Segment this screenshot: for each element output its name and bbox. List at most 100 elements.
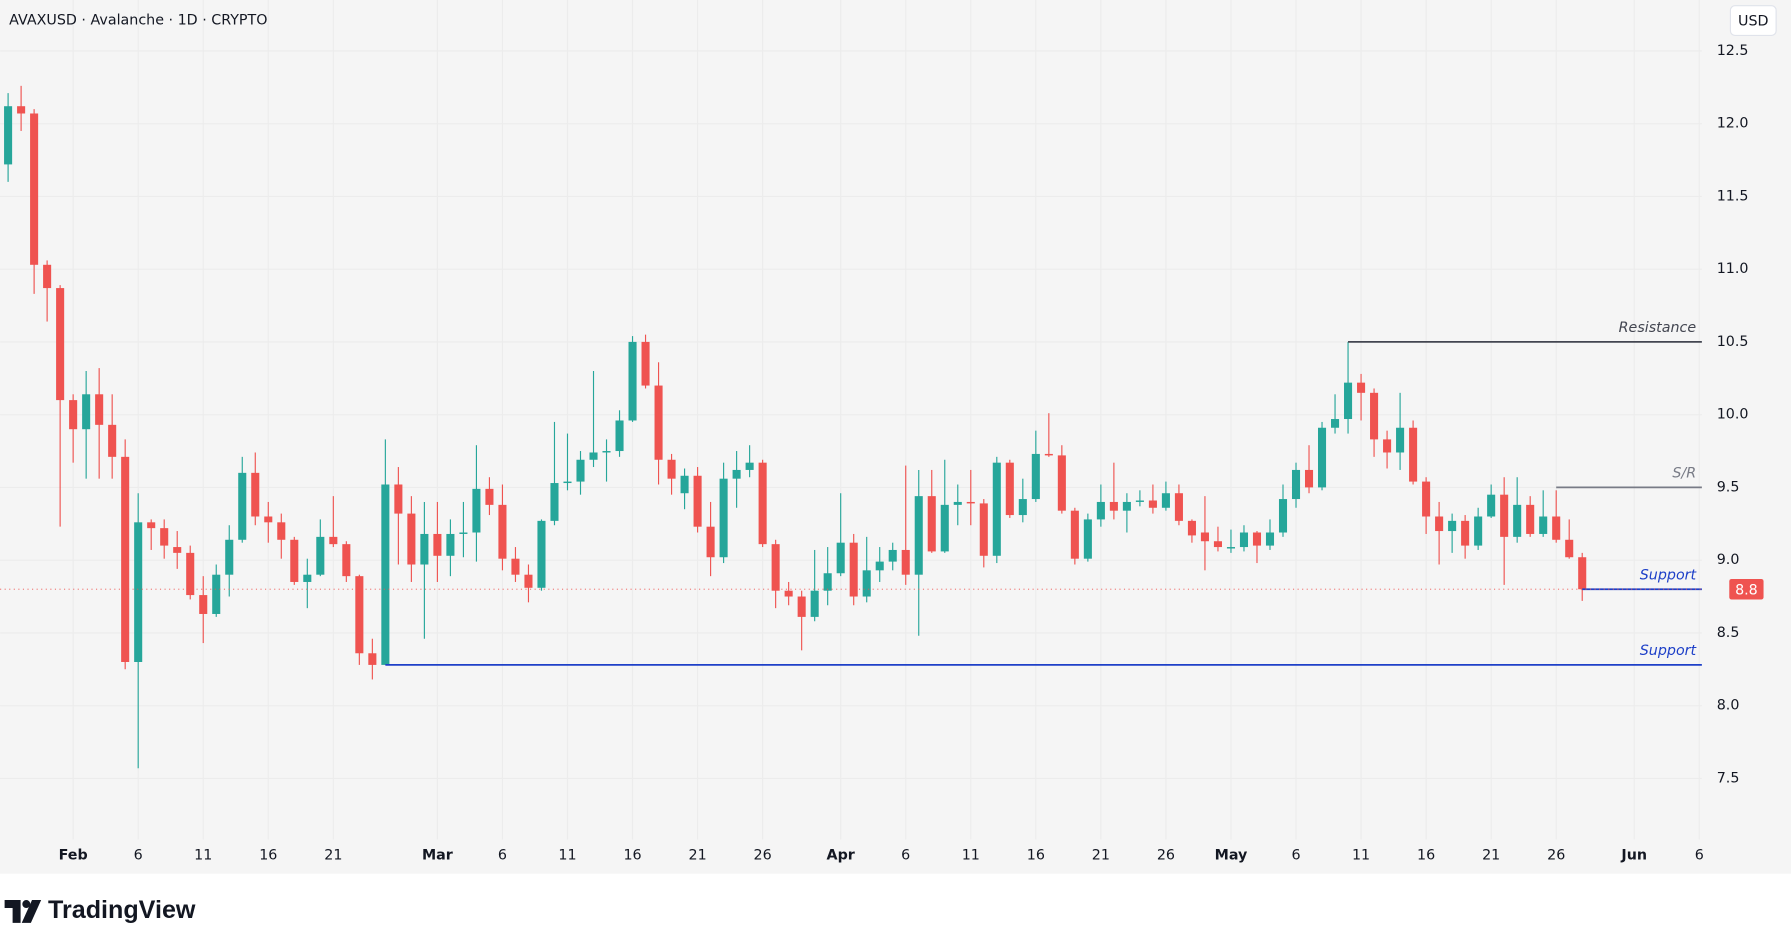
candle-body [303, 574, 312, 582]
logo-icon [21, 900, 42, 923]
candle-body [381, 484, 390, 665]
candle-body [407, 513, 416, 565]
candle-body [654, 385, 663, 460]
y-tick-label: 9.5 [1717, 479, 1740, 495]
candle-body [1005, 462, 1014, 516]
candle-body [160, 528, 169, 546]
candle-body [69, 400, 78, 430]
candle-body [1331, 419, 1340, 428]
x-tick-label: 21 [324, 847, 342, 863]
candle-body [446, 533, 455, 556]
candle-body [862, 570, 871, 597]
currency-button[interactable] [1729, 5, 1777, 36]
x-tick-label: 11 [962, 847, 980, 863]
x-tick-label: 26 [754, 847, 772, 863]
candle-body [1448, 520, 1457, 532]
candle-body [745, 462, 754, 470]
candle-body [628, 341, 637, 421]
x-tick-label: 6 [901, 847, 910, 863]
candle-body [940, 504, 949, 552]
candle-body [82, 394, 91, 430]
x-tick-label: 11 [1352, 847, 1370, 863]
x-tick-label: May [1215, 847, 1248, 863]
candle-body [394, 484, 403, 514]
candle-body [758, 462, 767, 545]
candle-body [1526, 504, 1535, 534]
x-tick-label: 16 [623, 847, 641, 863]
x-tick-label: 11 [194, 847, 212, 863]
x-tick-label: Jun [1620, 847, 1647, 863]
candle-body [1265, 532, 1275, 546]
plot [0, 85, 1702, 769]
candle-body [212, 574, 221, 614]
candle-body [511, 558, 520, 575]
candle-body [1148, 500, 1157, 508]
x-tick-label: 6 [1695, 847, 1704, 863]
candle-body [849, 542, 858, 597]
candle-body [56, 288, 65, 401]
level-label: Support [1640, 568, 1698, 584]
candle-body [1187, 520, 1196, 536]
candle-body [615, 420, 624, 452]
candle-body [1239, 532, 1249, 548]
candle-body [17, 106, 26, 114]
x-tick-label: 16 [1027, 847, 1045, 863]
x-tick-label: 26 [1547, 847, 1565, 863]
currency-label[interactable]: USD [1738, 14, 1768, 30]
candle-body [1083, 519, 1092, 559]
candle-body [602, 451, 611, 453]
last-price-label: 8.8 [1735, 582, 1758, 598]
candle-body [290, 539, 299, 582]
y-tick-label: 12.0 [1717, 116, 1749, 132]
candle-body [199, 595, 208, 614]
candle-body [264, 516, 273, 523]
candle-body [1122, 501, 1131, 511]
candle-body [563, 481, 572, 484]
candle-body [1513, 504, 1522, 537]
candle-body [706, 526, 715, 558]
y-tick-label: 12.5 [1717, 43, 1749, 59]
candle-body [537, 520, 546, 588]
y-tick-label: 9.0 [1717, 552, 1740, 568]
x-tick-label: 11 [558, 847, 576, 863]
candle-body [173, 547, 182, 553]
candle-body [667, 459, 676, 479]
candle-body [1044, 453, 1053, 456]
candle-body [30, 113, 39, 265]
candle-body [95, 394, 104, 425]
candle-body [251, 472, 260, 517]
candle-body [1096, 501, 1105, 520]
level-label: Resistance [1619, 320, 1697, 336]
y-tick-label: 11.5 [1717, 188, 1749, 204]
candle-body [1487, 494, 1496, 517]
x-tick-label: 26 [1157, 847, 1175, 863]
candle-body [1317, 427, 1327, 488]
candle-body [784, 590, 793, 597]
candle-body [719, 478, 728, 558]
candle-body [966, 501, 975, 504]
candle-body [498, 504, 507, 559]
candle-body [732, 469, 741, 479]
candle-body [1135, 500, 1144, 502]
candle-body [1357, 382, 1366, 393]
chart-title: AVAXUSD · Avalanche · 1D · CRYPTO [9, 13, 267, 29]
candle-body [836, 542, 845, 574]
candle-body [459, 532, 468, 534]
candle-body [1252, 532, 1262, 546]
candle-body [914, 496, 923, 575]
logo-icon [4, 900, 21, 923]
candle-body [524, 574, 533, 588]
y-tick-label: 7.5 [1717, 770, 1740, 786]
candle-body [589, 452, 598, 460]
candle-body [1278, 499, 1288, 533]
candle-body [147, 522, 156, 529]
candle-body [238, 472, 247, 540]
candle-body [1565, 539, 1574, 558]
candle-body [1383, 439, 1392, 453]
candle-body [797, 596, 806, 617]
x-tick-label: 6 [498, 847, 507, 863]
candle-body [1057, 455, 1066, 511]
last-price-tag [1729, 578, 1764, 600]
candle-body [550, 483, 559, 521]
y-tick-label: 10.5 [1717, 334, 1749, 350]
